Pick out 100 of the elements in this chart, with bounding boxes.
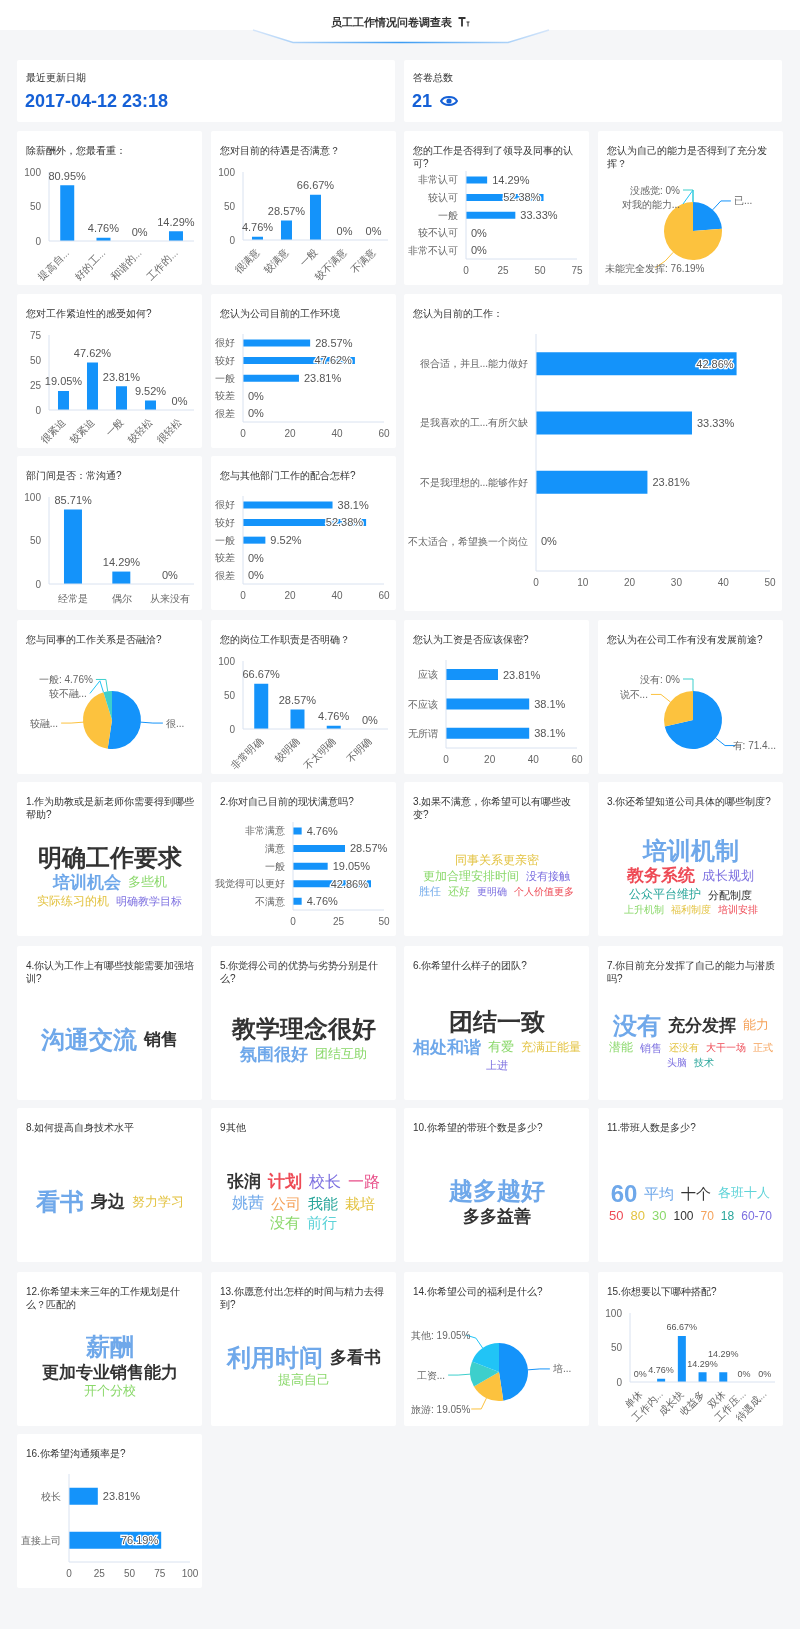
text: 校长: [309, 1172, 341, 1192]
data-label: 47.62%: [314, 354, 353, 367]
text: 利用时间: [226, 1343, 323, 1372]
text: 10.你希望的带班个数是多少?: [413, 1121, 544, 1134]
text: 销售: [144, 1030, 178, 1050]
data-label: 52.38%: [503, 191, 541, 204]
text: 没有: [270, 1214, 300, 1232]
data-label: 0%: [365, 224, 382, 237]
y-tick-label: 25: [29, 379, 42, 391]
x-tick-label: 40: [717, 577, 730, 589]
bar: [293, 827, 302, 835]
bar: [115, 386, 127, 410]
text: 看书: [35, 1188, 84, 1216]
y-tick-label: 50: [29, 535, 42, 547]
bar: [243, 374, 299, 382]
x-tick-label: 一般: [297, 246, 320, 269]
data-label: 23.81%: [502, 668, 541, 681]
y-tick-label: 较好: [215, 516, 235, 528]
data-label: 4.76%: [241, 221, 274, 234]
y-tick-label: 很差: [215, 569, 235, 581]
data-label: 66.67%: [296, 179, 335, 192]
x-tick-label: 偶尔: [111, 592, 132, 604]
data-label: 4.76%: [648, 1365, 674, 1376]
text: 教务系统: [627, 866, 695, 886]
y-tick-label: 不是我理想的...能够作好: [419, 476, 528, 488]
chart-title: 您对目前的待遇是否满意？: [220, 144, 341, 157]
text: 60-70: [741, 1208, 772, 1224]
x-tick-label: 不满意: [348, 246, 378, 276]
text: 多看书: [329, 1347, 381, 1368]
y-tick-label: 不应该: [408, 698, 438, 710]
text: 多多益善: [462, 1207, 531, 1227]
slice-label: 工资...: [416, 1369, 446, 1381]
data-label: 85.71%: [54, 493, 93, 506]
x-tick-label: 30: [670, 577, 683, 589]
x-tick-label: 60: [378, 428, 390, 440]
y-tick-label: 很合适，并且...能力做好: [419, 358, 528, 370]
x-tick-label: 25: [332, 916, 345, 928]
y-tick-label: 50: [223, 689, 236, 701]
y-tick-label: 50: [223, 200, 236, 212]
text: 公司: [271, 1194, 301, 1212]
x-tick-label: 0: [533, 577, 540, 589]
chart-title: 您认为目前的工作：: [413, 307, 504, 320]
x-tick-label: 很紧迫: [38, 416, 68, 446]
bar: [293, 862, 328, 870]
data-label: 28.57%: [315, 336, 353, 349]
text: 培训机制: [642, 836, 739, 865]
data-label: 4.76%: [306, 824, 339, 837]
slice-label: 一般: 4.76%: [38, 673, 93, 685]
bar: [293, 897, 302, 905]
text: 栽培: [345, 1194, 375, 1212]
legend-label: 没有: 0%: [639, 673, 681, 685]
bar: [536, 352, 737, 376]
y-tick-label: 100: [605, 1307, 623, 1319]
y-tick-label: 一般: [265, 860, 285, 872]
bar: [719, 1372, 728, 1382]
text: 9其他: [220, 1121, 247, 1134]
data-label: 33.33%: [696, 416, 735, 429]
y-tick-label: 0: [35, 404, 42, 416]
slice-label: 已...: [733, 195, 753, 207]
text: 培训安排: [717, 903, 758, 916]
text: 相处和谐: [412, 1037, 481, 1058]
data-label: 42.86%: [696, 357, 734, 370]
y-tick-label: 一般: [438, 209, 458, 221]
x-tick-label: 20: [284, 590, 296, 602]
text: 一路: [348, 1172, 380, 1192]
text: 21: [412, 90, 433, 112]
text: 前行: [307, 1214, 337, 1232]
x-tick-label: 25: [497, 265, 509, 277]
bar: [144, 400, 156, 410]
x-tick-label: 非常明确: [228, 735, 266, 772]
x-tick-label: 50: [378, 916, 390, 928]
y-tick-label: 50: [29, 201, 42, 213]
data-label: 42.86%: [330, 877, 369, 890]
x-tick-label: 0: [66, 1568, 73, 1580]
x-tick-label: 100: [181, 1568, 199, 1580]
y-tick-label: 满意: [265, 842, 285, 854]
x-tick-label: 60: [378, 590, 390, 602]
y-tick-label: 很差: [215, 407, 235, 419]
data-label: 19.05%: [332, 860, 371, 872]
data-label: 76.19%: [120, 1534, 159, 1546]
text: 能力: [742, 1016, 769, 1033]
text: 充满正能量: [520, 1039, 581, 1055]
data-label: 4.76%: [318, 710, 350, 723]
text: 3.你还希望知道公司具体的哪些制度?: [607, 795, 772, 808]
text: 明确工作要求: [37, 843, 182, 872]
bar: [309, 194, 321, 240]
y-tick-label: 校长: [40, 1490, 61, 1502]
text: 团结互助: [315, 1046, 367, 1063]
text: 100: [673, 1208, 694, 1224]
x-tick-label: 好的工...: [72, 247, 108, 282]
x-tick-label: 50: [764, 577, 776, 589]
text: 成长规划: [702, 867, 754, 884]
text: 福利制度: [670, 903, 711, 916]
x-tick-label: 提高自...: [36, 247, 72, 282]
text: 薪酬: [85, 1332, 134, 1361]
data-label: 23.81%: [303, 372, 342, 384]
text: 更明确: [477, 886, 507, 898]
slice-label: 说不...: [619, 688, 648, 700]
y-tick-label: 100: [218, 655, 236, 667]
data-label: 0%: [131, 225, 148, 238]
